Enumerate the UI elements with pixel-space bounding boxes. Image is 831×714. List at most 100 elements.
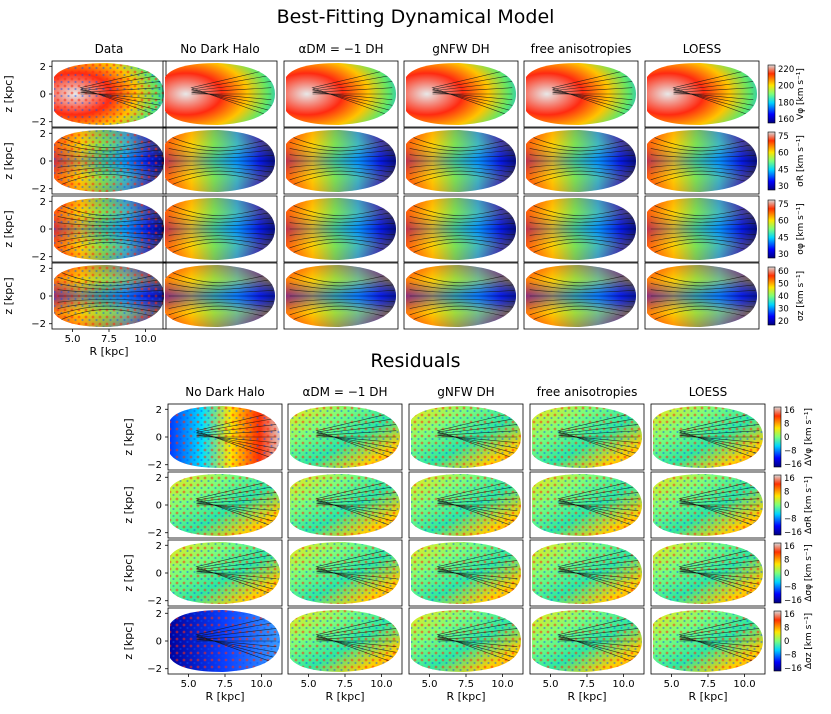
model-panel-r0-c2 (283, 60, 399, 128)
model-panel-r3-c2 (283, 262, 399, 330)
model-panel-r1-c2 (283, 127, 399, 195)
residual-panel-r0-c3 (529, 403, 645, 471)
y-tick-label: 0 (156, 501, 162, 512)
x-tick-label: 5.0 (422, 679, 438, 690)
colorbar-tick-label: 75 (778, 132, 789, 142)
residual-panel-r1-c3 (529, 471, 645, 539)
x-tick-label: 10.0 (370, 679, 392, 690)
y-tick-label: −2 (147, 528, 162, 539)
colorbar-tick-label: −16 (784, 528, 802, 538)
model-panel-r3-c3 (403, 262, 519, 330)
x-tick-label: 5.0 (301, 679, 317, 690)
colorbar-label: ΔVφ [km s⁻¹] (804, 408, 814, 466)
colorbar-tick-label: 160 (778, 115, 794, 125)
model-panel-r0-c1 (162, 60, 278, 128)
x-axis-label: R [kpc] (89, 345, 128, 358)
y-tick-label: −2 (147, 664, 162, 675)
residual-panel-r0-c1 (287, 403, 403, 471)
model-panel-r0-c3 (403, 60, 519, 128)
model-column-title: LOESS (682, 42, 722, 56)
y-axis-label: z [kpc] (122, 418, 135, 455)
colorbar-tick-label: 45 (778, 165, 789, 175)
y-axis-label: z [kpc] (2, 210, 15, 247)
residual-panel-r3-c4 (650, 607, 766, 675)
residual-column-title: LOESS (688, 385, 728, 399)
model-colorbar (767, 64, 776, 124)
x-tick-label: 5.0 (181, 679, 197, 690)
model-colorbar (767, 131, 776, 191)
model-column-title: gNFW DH (432, 42, 490, 56)
y-tick-label: −2 (147, 596, 162, 607)
colorbar-label: σz [km s⁻¹] (796, 271, 806, 321)
y-tick-label: 2 (156, 609, 162, 620)
y-tick-label: 2 (156, 473, 162, 484)
model-panel-r1-c3 (403, 127, 519, 195)
residual-panel-r1-c1 (287, 471, 403, 539)
model-panel-r2-c3 (403, 195, 519, 263)
y-tick-label: 2 (156, 541, 162, 552)
x-tick-label: 10.0 (733, 679, 755, 690)
y-axis-label: z [kpc] (2, 142, 15, 179)
x-axis-label: R [kpc] (688, 690, 727, 703)
colorbar-tick-label: 30 (778, 305, 789, 315)
colorbar-tick-label: 16 (784, 542, 795, 552)
colorbar-tick-label: 0 (784, 637, 789, 647)
x-tick-label: 10.0 (134, 334, 156, 345)
y-axis-label: z [kpc] (2, 75, 15, 112)
colorbar-tick-label: −8 (784, 447, 797, 457)
y-tick-label: 2 (40, 197, 46, 208)
residual-panel-r0-c0 (167, 403, 283, 471)
y-tick-label: −2 (31, 184, 46, 195)
y-tick-label: −2 (31, 117, 46, 128)
model-title: Best-Fitting Dynamical Model (276, 6, 555, 28)
colorbar-tick-label: 0 (784, 569, 789, 579)
y-tick-label: 2 (40, 264, 46, 275)
residual-panel-r2-c1 (287, 539, 403, 607)
model-colorbar (767, 266, 776, 326)
colorbar-tick-label: 60 (778, 217, 789, 227)
colorbar-tick-label: 45 (778, 233, 789, 243)
colorbar-tick-label: 0 (784, 433, 789, 443)
colorbar-label: Δσφ [km s⁻¹] (804, 544, 814, 602)
model-panel-r1-c4 (523, 127, 639, 195)
colorbar-tick-label: 60 (778, 267, 789, 277)
residual-panel-r3-c0 (167, 607, 283, 675)
colorbar-label: Δσz [km s⁻¹] (804, 613, 814, 669)
model-column-title: No Dark Halo (180, 42, 260, 56)
colorbar-tick-label: 220 (778, 65, 794, 75)
y-tick-label: −2 (147, 460, 162, 471)
x-tick-label: 7.5 (579, 679, 595, 690)
model-panel-r2-c1 (162, 195, 278, 263)
y-axis-label: z [kpc] (122, 554, 135, 591)
residual-colorbar (773, 474, 782, 536)
residual-column-title: free anisotropies (536, 385, 638, 399)
residuals-title: Residuals (370, 350, 461, 372)
colorbar-tick-label: 180 (778, 98, 794, 108)
colorbar-label: Vφ [km s⁻¹] (796, 68, 806, 120)
model-panel-r2-c4 (523, 195, 639, 263)
x-tick-label: 5.0 (664, 679, 680, 690)
y-tick-label: 2 (40, 62, 46, 73)
residual-colorbar (773, 610, 782, 672)
y-tick-label: −2 (31, 319, 46, 330)
colorbar-label: σR [km s⁻¹] (796, 135, 806, 187)
colorbar-tick-label: 200 (778, 82, 794, 92)
colorbar-tick-label: −16 (784, 596, 802, 606)
residual-panel-r2-c4 (650, 539, 766, 607)
colorbar-tick-label: 8 (784, 556, 789, 566)
x-tick-label: 5.0 (65, 334, 81, 345)
model-column-title: αDM = −1 DH (298, 42, 384, 56)
x-tick-label: 7.5 (101, 334, 117, 345)
colorbar-label: ΔσR [km s⁻¹] (804, 476, 814, 534)
model-panel-r1-c1 (162, 127, 278, 195)
colorbar-tick-label: 30 (778, 182, 789, 192)
residual-panel-r3-c2 (408, 607, 524, 675)
model-panel-r1-c5 (644, 127, 760, 195)
colorbar-tick-label: 75 (778, 200, 789, 210)
residual-colorbar (773, 406, 782, 468)
x-tick-label: 7.5 (458, 679, 474, 690)
residual-panel-r0-c4 (650, 403, 766, 471)
residual-column-title: αDM = −1 DH (302, 385, 388, 399)
residual-panel-r3-c1 (287, 607, 403, 675)
